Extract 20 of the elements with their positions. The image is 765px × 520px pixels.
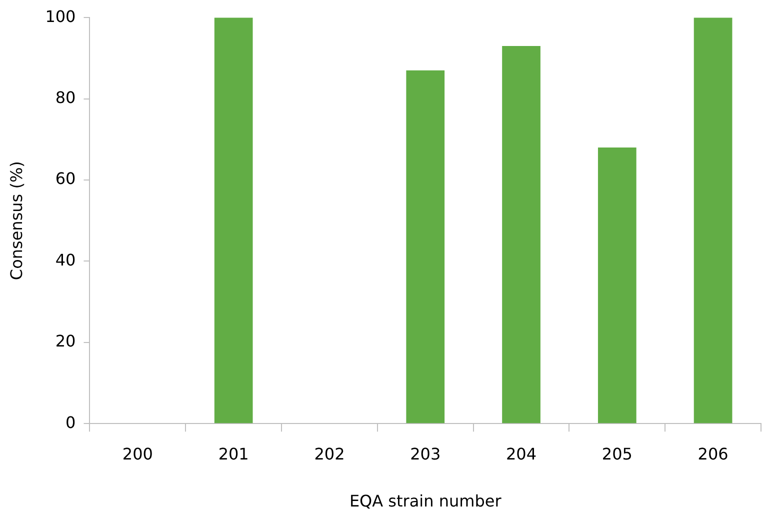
x-tick-label: 202 [314, 444, 345, 464]
y-axis-title: Consensus (%) [6, 161, 26, 280]
x-tick-label: 201 [218, 444, 249, 464]
y-tick-label: 0 [66, 412, 76, 432]
bar [406, 70, 445, 424]
x-tick-label: 200 [122, 444, 153, 464]
bar [598, 148, 636, 424]
bar [214, 18, 253, 424]
x-tick-label: 204 [506, 444, 537, 464]
y-tick-label: 100 [45, 6, 76, 26]
x-axis-title: EQA strain number [349, 492, 502, 511]
y-tick-label: 40 [55, 250, 76, 270]
x-tick-label: 203 [410, 444, 441, 464]
bar [502, 46, 540, 424]
y-tick-label: 20 [55, 332, 76, 351]
bar [694, 18, 732, 424]
x-tick-label: 206 [698, 444, 728, 464]
y-tick-label: 80 [55, 88, 76, 107]
x-tick-label: 205 [602, 444, 632, 464]
y-tick-label: 60 [55, 169, 76, 188]
